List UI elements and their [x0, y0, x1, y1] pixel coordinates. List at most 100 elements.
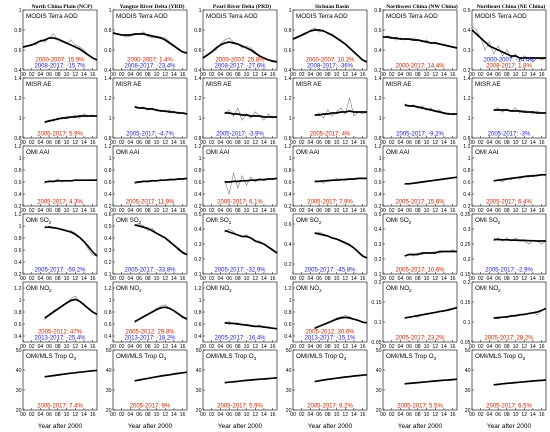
x-tick-label: 10 — [154, 208, 160, 214]
smoothed-trend-line — [134, 306, 188, 323]
smoothed-trend-line — [493, 173, 546, 182]
x-tick-label: 06 — [226, 72, 232, 78]
y-tick-label: 1.2 — [463, 144, 470, 150]
panel-misr-ae-sichuan-basin: 0.8 1 1.2 1.4 00 02 04 06 08 10 12 14 16 MISR AE 2005-… — [284, 76, 368, 146]
trend-annotation: 2005-2017: 15.6% — [395, 200, 445, 206]
panel-label-text: MISR AE — [116, 81, 142, 88]
data-point — [70, 230, 72, 232]
raw-series-line — [22, 33, 98, 61]
y-tick-label: 0.6 — [374, 180, 381, 186]
panel-omi-mls-trop-o-north-china-plain-ncp: 20 30 40 50 00 02 04 06 08 10 12 14 16 OMI/MLS Trop O… — [16, 348, 98, 418]
data-point — [515, 237, 516, 239]
panel-frame — [292, 281, 368, 343]
data-point — [254, 111, 256, 113]
panel-label-text: OMI AAI — [26, 149, 50, 156]
x-tick-label: 10 — [513, 72, 519, 78]
y-tick-label: 1 — [468, 156, 471, 162]
data-point — [510, 57, 512, 59]
region-title-yangtze-river-delta-yrd: Yangtze River Delta (YRD) — [120, 3, 185, 10]
y-tick-label: 0.4 — [374, 227, 381, 233]
x-tick-label: 12 — [252, 72, 258, 78]
x-tick-label: 04 — [128, 276, 134, 282]
y-tick-label: 0.5 — [374, 212, 381, 218]
x-tick-label: 08 — [55, 72, 61, 78]
data-point — [434, 251, 436, 252]
data-point — [523, 109, 525, 111]
trend-annotation: 2005-2017: 9% — [130, 404, 171, 410]
y-tick-label: 0.4 — [104, 68, 111, 74]
trend-annotation: 2005-2017: 6.5% — [486, 404, 532, 410]
y-tick-label: 1.2 — [284, 144, 291, 150]
x-tick-label: 12 — [432, 276, 438, 282]
x-tick-label: 08 — [325, 72, 331, 78]
data-point — [318, 31, 320, 33]
x-tick-label: 16 — [360, 140, 366, 146]
x-tick-label: 14 — [261, 412, 267, 418]
x-tick-label: 02 — [389, 208, 395, 214]
panel-label-text: OMI/MLS Trop O — [116, 353, 164, 360]
x-tick-label: 12 — [162, 276, 168, 282]
y-tick-label: 0.3 — [463, 227, 470, 233]
y-tick-label: 0.6 — [104, 322, 111, 328]
smoothed-trend-line — [404, 250, 457, 257]
panel-omi-aai-northeast-china-ne-china: 0.2 0.4 0.6 0.8 1 1.2 00 02 04 06 08 10 12 14 16 OMI AA… — [463, 144, 547, 214]
y-tick-label: 1 — [19, 8, 22, 14]
x-tick-label: 06 — [136, 140, 142, 146]
y-tick-label: 40 — [465, 368, 471, 374]
panel-label-text: MODIS Terra AOD — [26, 13, 78, 20]
panel-label-text: OMI/MLS Trop O — [26, 353, 74, 360]
data-point — [292, 39, 294, 41]
data-point — [61, 181, 63, 183]
x-tick-label: 12 — [72, 276, 78, 282]
trend-annotation: 2005-2017: 4.3% — [37, 200, 83, 206]
x-tick-label: 02 — [29, 208, 35, 214]
y-tick-label: 30 — [16, 388, 22, 394]
data-point — [439, 109, 441, 111]
data-point — [233, 231, 234, 233]
y-tick-label: 0.8 — [194, 310, 201, 316]
x-tick-label: 14 — [261, 344, 267, 350]
x-tick-label: 08 — [325, 140, 331, 146]
y-tick-label: 1.4 — [284, 76, 291, 82]
y-tick-label: 0.8 — [14, 310, 21, 316]
x-tick-label: 04 — [128, 140, 134, 146]
x-tick-label: 14 — [171, 412, 177, 418]
y-tick-label: 0.3 — [194, 242, 201, 248]
trend-annotation: 2005-2017: 4% — [310, 132, 351, 138]
data-point — [532, 61, 534, 63]
x-tick-label: 10 — [64, 208, 70, 214]
panel-frame — [292, 77, 368, 139]
y-tick-label: 0.8 — [284, 136, 291, 142]
x-tick-label: 04 — [308, 72, 314, 78]
y-tick-label: 20 — [106, 408, 112, 414]
x-axis-label: Year after 2000 — [128, 423, 173, 430]
panel-omi-aai-north-china-plain-ncp: 0.2 0.4 0.6 0.8 1 1.2 00 02 04 06 08 10 12 14 16 OMI AA… — [14, 144, 98, 214]
x-tick-label: 06 — [136, 276, 142, 282]
y-tick-label: 20 — [196, 408, 202, 414]
panel-label-text: OMI NO — [475, 285, 498, 292]
x-tick-label: 10 — [334, 140, 340, 146]
panel-label-text: MISR AE — [475, 81, 501, 88]
x-tick-label: 06 — [46, 412, 52, 418]
y-tick-label: 0.4 — [194, 334, 201, 340]
x-tick-label: 04 — [487, 72, 493, 78]
y-tick-label: 1 — [109, 156, 112, 162]
data-point — [44, 318, 46, 320]
data-point — [349, 316, 351, 318]
data-point — [413, 37, 414, 39]
x-tick-label: 12 — [252, 412, 258, 418]
trend-annotation: 2005-2017: -3% — [488, 132, 531, 138]
x-tick-label: 00 — [380, 140, 386, 146]
data-point — [215, 49, 217, 51]
y-tick-label: 0.2 — [194, 257, 201, 263]
y-tick-label: 40 — [16, 368, 22, 374]
x-tick-label: 16 — [360, 208, 366, 214]
x-tick-label: 16 — [180, 208, 186, 214]
x-tick-label: 14 — [530, 208, 536, 214]
panel-frame — [202, 77, 278, 139]
y-tick-label: 0.6 — [104, 180, 111, 186]
panel-label-text: MODIS Terra AOD — [116, 13, 168, 20]
x-tick-label: 12 — [432, 208, 438, 214]
panel-label-text: OMI SO — [296, 217, 319, 224]
y-tick-label: 0.8 — [284, 168, 291, 174]
